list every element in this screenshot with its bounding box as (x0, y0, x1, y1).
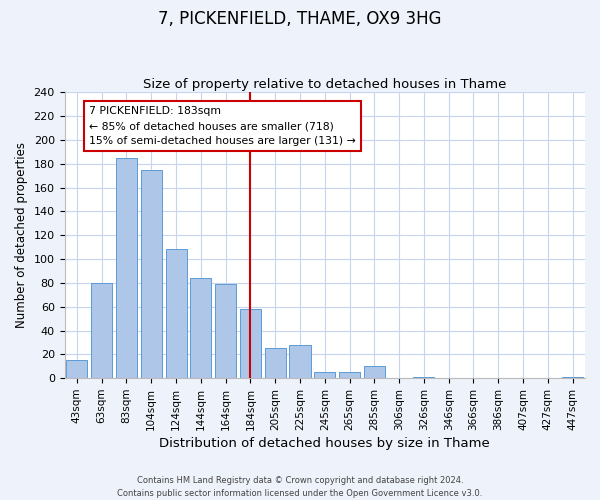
Text: Contains HM Land Registry data © Crown copyright and database right 2024.
Contai: Contains HM Land Registry data © Crown c… (118, 476, 482, 498)
Bar (265, 348, 286, 378)
Bar (215, 284, 236, 378)
Y-axis label: Number of detached properties: Number of detached properties (15, 142, 28, 328)
Bar (67, 360, 88, 378)
Bar (240, 309, 261, 378)
Text: 7 PICKENFIELD: 183sqm
← 85% of detached houses are smaller (718)
15% of semi-det: 7 PICKENFIELD: 183sqm ← 85% of detached … (89, 106, 356, 146)
X-axis label: Distribution of detached houses by size in Thame: Distribution of detached houses by size … (160, 437, 490, 450)
Bar (289, 345, 311, 378)
Text: 7, PICKENFIELD, THAME, OX9 3HG: 7, PICKENFIELD, THAME, OX9 3HG (158, 10, 442, 28)
Bar (413, 377, 434, 378)
Bar (339, 372, 360, 378)
Bar (314, 372, 335, 378)
Title: Size of property relative to detached houses in Thame: Size of property relative to detached ho… (143, 78, 506, 91)
Bar (116, 158, 137, 378)
Bar (562, 377, 583, 378)
Bar (91, 283, 112, 378)
Bar (141, 170, 162, 378)
Bar (166, 250, 187, 378)
Bar (364, 366, 385, 378)
Bar (190, 278, 211, 378)
